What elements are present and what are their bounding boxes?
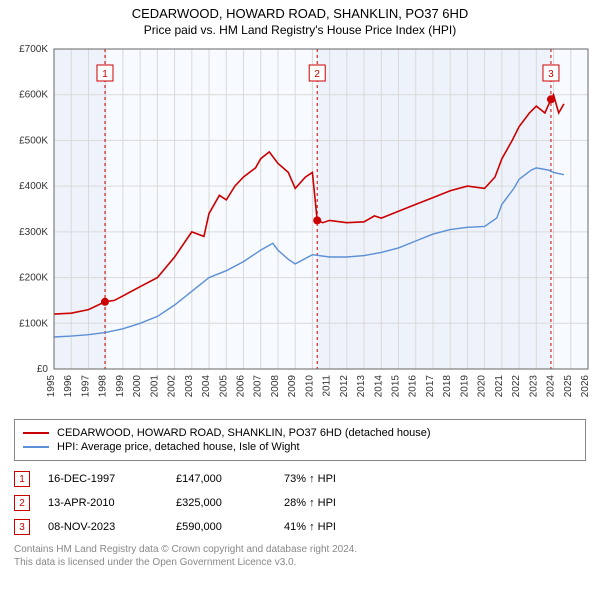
svg-text:1: 1 xyxy=(102,69,108,80)
footnote-line-1: Contains HM Land Registry data © Crown c… xyxy=(14,543,586,556)
svg-text:2005: 2005 xyxy=(218,375,229,398)
legend-box: CEDARWOOD, HOWARD ROAD, SHANKLIN, PO37 6… xyxy=(14,419,586,461)
svg-text:1995: 1995 xyxy=(46,375,57,398)
chart-plot: £0 £100K £200K £300K £400K £500K £600K £700K 199… xyxy=(0,41,600,411)
event-row: 2 13-APR-2010 £325,000 28% ↑ HPI xyxy=(14,491,586,515)
svg-text:2008: 2008 xyxy=(270,375,281,398)
svg-text:2018: 2018 xyxy=(442,375,453,398)
svg-text:2015: 2015 xyxy=(391,375,402,398)
svg-text:2009: 2009 xyxy=(287,375,298,398)
svg-text:2020: 2020 xyxy=(477,375,488,398)
event-row: 3 08-NOV-2023 £590,000 41% ↑ HPI xyxy=(14,515,586,539)
event-pct-vs-hpi: 28% ↑ HPI xyxy=(284,497,404,509)
svg-text:£100K: £100K xyxy=(19,318,48,329)
svg-text:£500K: £500K xyxy=(19,135,48,146)
svg-text:2004: 2004 xyxy=(201,375,212,398)
event-price: £147,000 xyxy=(176,473,266,485)
svg-text:2: 2 xyxy=(314,69,320,80)
svg-text:1999: 1999 xyxy=(115,375,126,398)
legend-label: HPI: Average price, detached house, Isle… xyxy=(57,441,300,453)
legend-item: HPI: Average price, detached house, Isle… xyxy=(23,440,577,454)
svg-text:2007: 2007 xyxy=(253,375,264,398)
svg-text:1998: 1998 xyxy=(98,375,109,398)
event-date: 08-NOV-2023 xyxy=(48,521,158,533)
legend-swatch xyxy=(23,432,49,434)
svg-text:2024: 2024 xyxy=(546,375,557,398)
chart-container: CEDARWOOD, HOWARD ROAD, SHANKLIN, PO37 6… xyxy=(0,0,600,569)
svg-text:2010: 2010 xyxy=(304,375,315,398)
svg-text:2021: 2021 xyxy=(494,375,505,398)
footnote-line-2: This data is licensed under the Open Gov… xyxy=(14,556,586,569)
svg-text:2025: 2025 xyxy=(563,375,574,398)
events-table: 1 16-DEC-1997 £147,000 73% ↑ HPI 2 13-APR-201… xyxy=(14,467,586,539)
chart-title-sub: Price paid vs. HM Land Registry's House … xyxy=(0,21,600,41)
svg-text:2006: 2006 xyxy=(235,375,246,398)
svg-text:2017: 2017 xyxy=(425,375,436,398)
event-number-box: 3 xyxy=(14,519,30,535)
svg-text:2014: 2014 xyxy=(373,375,384,398)
event-number-box: 2 xyxy=(14,495,30,511)
svg-text:2019: 2019 xyxy=(459,375,470,398)
legend-swatch xyxy=(23,446,49,448)
svg-text:3: 3 xyxy=(548,69,554,80)
event-price: £325,000 xyxy=(176,497,266,509)
svg-text:£700K: £700K xyxy=(19,44,48,55)
svg-text:2026: 2026 xyxy=(580,375,591,398)
svg-text:1997: 1997 xyxy=(80,375,91,398)
svg-text:2001: 2001 xyxy=(149,375,160,398)
event-date: 16-DEC-1997 xyxy=(48,473,158,485)
svg-text:2013: 2013 xyxy=(356,375,367,398)
svg-text:2023: 2023 xyxy=(528,375,539,398)
svg-text:£600K: £600K xyxy=(19,90,48,101)
svg-text:2011: 2011 xyxy=(322,375,333,397)
svg-text:£200K: £200K xyxy=(19,273,48,284)
svg-text:£0: £0 xyxy=(37,364,49,375)
svg-text:£300K: £300K xyxy=(19,227,48,238)
event-pct-vs-hpi: 41% ↑ HPI xyxy=(284,521,404,533)
svg-text:2012: 2012 xyxy=(339,375,350,398)
svg-text:2016: 2016 xyxy=(408,375,419,398)
svg-text:1996: 1996 xyxy=(63,375,74,398)
event-date: 13-APR-2010 xyxy=(48,497,158,509)
footnote: Contains HM Land Registry data © Crown c… xyxy=(14,543,586,569)
svg-text:2003: 2003 xyxy=(184,375,195,398)
svg-text:2000: 2000 xyxy=(132,375,143,398)
event-row: 1 16-DEC-1997 £147,000 73% ↑ HPI xyxy=(14,467,586,491)
legend-item: CEDARWOOD, HOWARD ROAD, SHANKLIN, PO37 6… xyxy=(23,426,577,440)
event-price: £590,000 xyxy=(176,521,266,533)
svg-text:2022: 2022 xyxy=(511,375,522,398)
event-number-box: 1 xyxy=(14,471,30,487)
svg-text:£400K: £400K xyxy=(19,181,48,192)
chart-title-main: CEDARWOOD, HOWARD ROAD, SHANKLIN, PO37 6… xyxy=(0,0,600,21)
line-chart-svg: £0 £100K £200K £300K £400K £500K £600K £700K 199… xyxy=(0,41,600,411)
svg-text:2002: 2002 xyxy=(167,375,178,398)
event-pct-vs-hpi: 73% ↑ HPI xyxy=(284,473,404,485)
legend-label: CEDARWOOD, HOWARD ROAD, SHANKLIN, PO37 6… xyxy=(57,427,431,439)
